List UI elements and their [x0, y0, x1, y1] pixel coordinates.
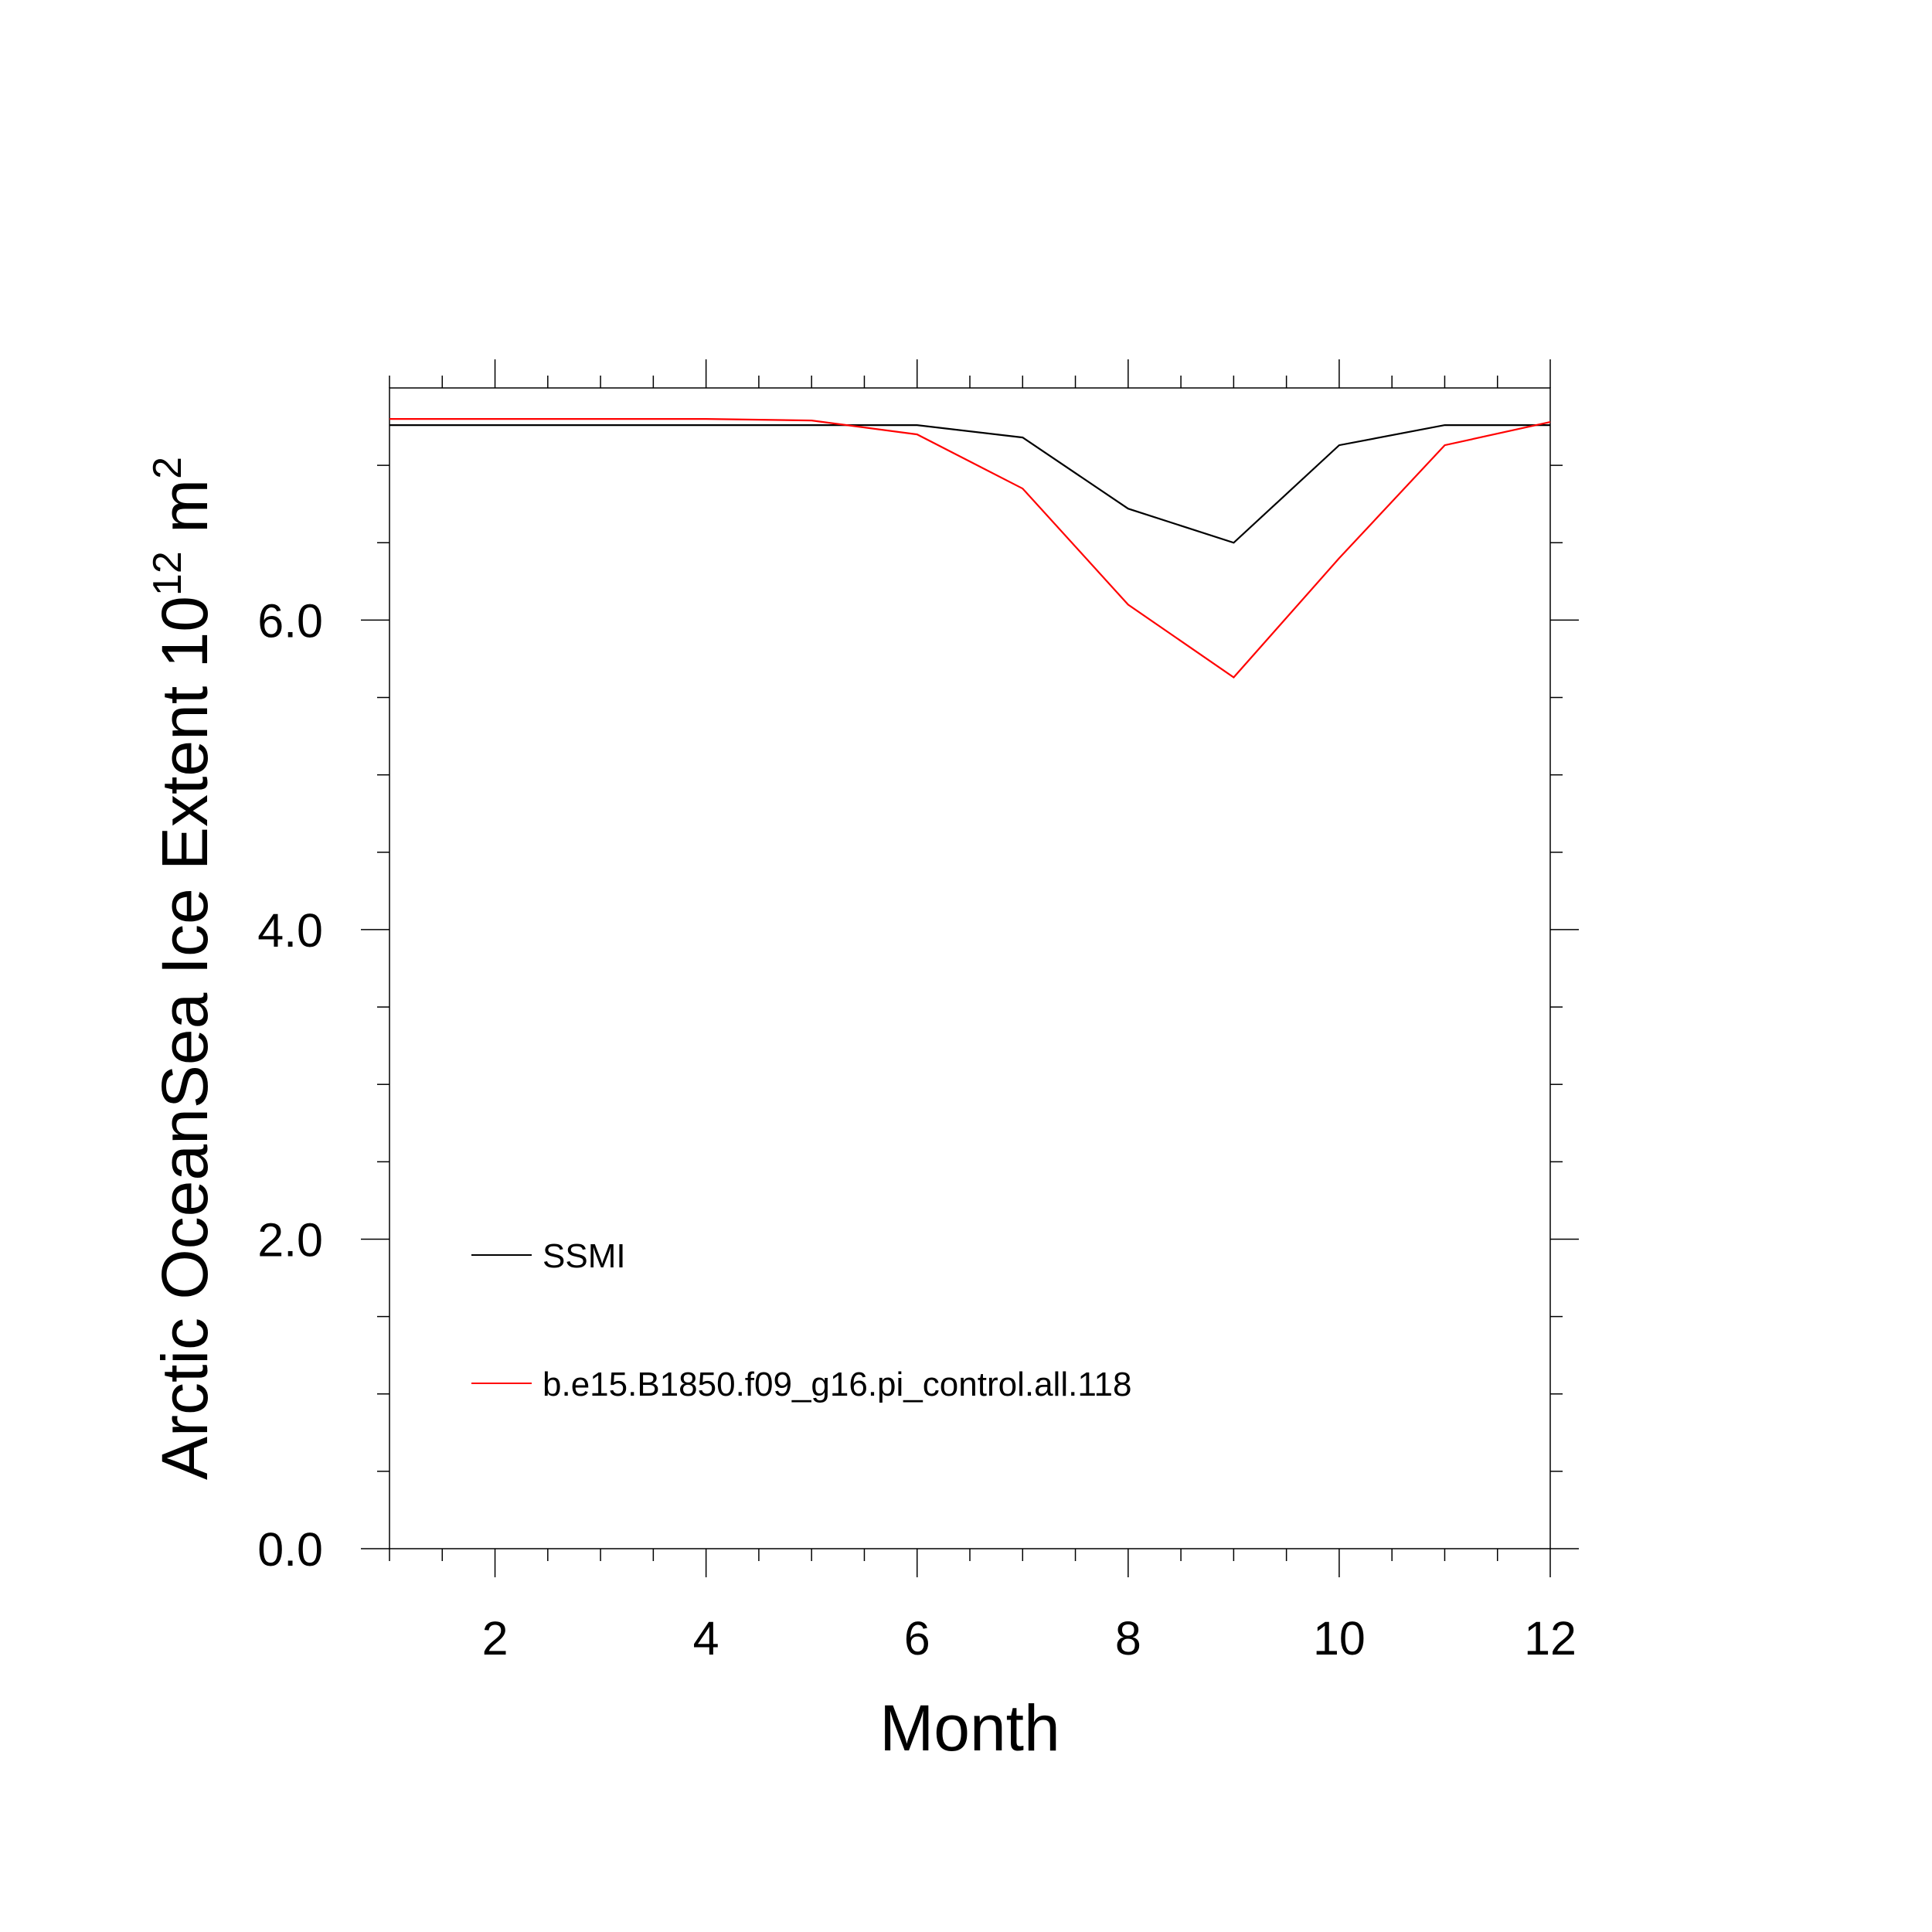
- y-axis-title-main: Arctic OceanSea Ice Extent 10: [148, 596, 221, 1480]
- x-tick-labels: 2 4 6 8 10 12: [482, 1612, 1577, 1665]
- x-tick-label: 6: [904, 1612, 930, 1665]
- y-axis-title-exponent: 12: [145, 551, 190, 596]
- y-tick-label: 2.0: [257, 1213, 323, 1266]
- axis-ticks: [361, 359, 1579, 1577]
- x-axis-title: Month: [879, 1692, 1060, 1764]
- x-tick-label: 2: [482, 1612, 509, 1665]
- series-lines: [389, 417, 1551, 679]
- legend: SSMI b.e15.B1850.f09_g16.pi_control.all.…: [471, 1237, 1131, 1403]
- series-line-model: [389, 417, 1551, 679]
- y-axis-title: Arctic OceanSea Ice Extent 1012 m2: [145, 457, 221, 1480]
- y-tick-labels: 0.0 2.0 4.0 6.0: [257, 594, 323, 1576]
- x-tick-label: 8: [1115, 1612, 1141, 1665]
- y-tick-label: 4.0: [257, 904, 323, 957]
- x-tick-label: 4: [693, 1612, 719, 1665]
- x-tick-label: 10: [1313, 1612, 1366, 1665]
- y-axis-title-unit-exponent: 2: [145, 457, 190, 479]
- y-tick-label: 0.0: [257, 1523, 323, 1576]
- legend-label-ssmi: SSMI: [543, 1237, 626, 1275]
- series-line-ssmi: [389, 423, 1550, 544]
- legend-label-model: b.e15.B1850.f09_g16.pi_control.all.118: [543, 1366, 1131, 1403]
- x-tick-label: 12: [1524, 1612, 1577, 1665]
- y-tick-label: 6.0: [257, 594, 323, 647]
- y-axis-title-unit: m: [148, 479, 221, 551]
